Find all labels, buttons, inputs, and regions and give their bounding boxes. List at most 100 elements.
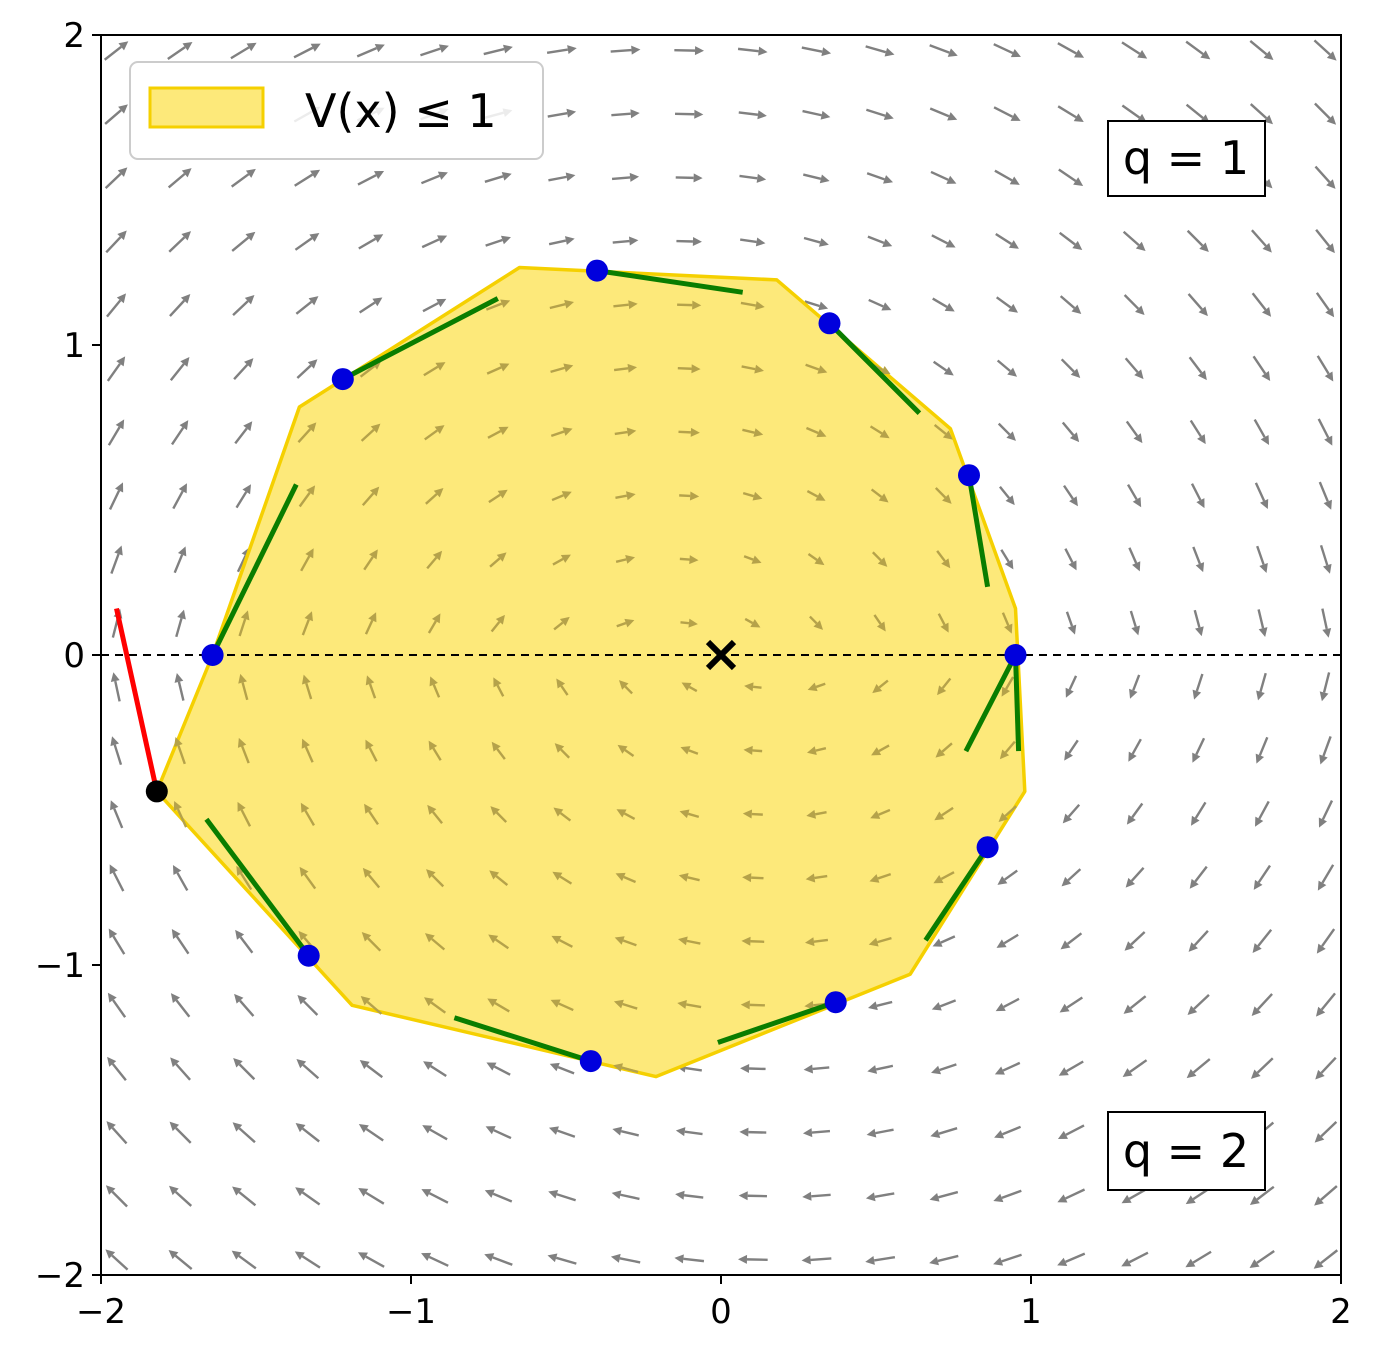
field-arrow: [1319, 672, 1331, 702]
field-arrow: [1126, 802, 1144, 825]
field-arrow-inside: [679, 555, 699, 565]
annotation-q1-text: q = 1: [1123, 131, 1249, 185]
field-arrow: [230, 168, 256, 188]
boundary-sample: [297, 944, 320, 967]
field-arrow: [995, 296, 1019, 313]
field-arrow-inside: [365, 675, 377, 699]
field-arrow: [997, 422, 1016, 441]
field-arrow: [1252, 355, 1271, 382]
field-arrow: [548, 1126, 576, 1138]
boundary-sample: [201, 644, 224, 666]
field-arrow: [1253, 418, 1270, 446]
field-arrow: [675, 173, 703, 183]
field-arrow-inside: [424, 425, 445, 441]
tangent-segment: [717, 999, 837, 1045]
tangent-segment: [204, 817, 311, 958]
field-arrow-inside: [486, 363, 510, 375]
field-arrow-inside: [806, 490, 826, 501]
field-arrow: [675, 1127, 703, 1137]
field-arrow: [1257, 609, 1268, 637]
field-arrow: [1185, 1250, 1212, 1268]
field-arrow-inside: [681, 682, 698, 693]
field-arrow: [357, 1252, 385, 1268]
field-arrow: [1063, 484, 1078, 507]
field-arrow: [233, 1057, 256, 1081]
field-arrow: [485, 235, 511, 247]
annotation-q2-box: [1107, 1111, 1266, 1191]
field-arrow: [549, 1062, 575, 1075]
field-arrow: [358, 297, 383, 314]
field-arrow-inside: [489, 870, 509, 887]
field-arrow: [169, 294, 191, 317]
field-arrow: [674, 1254, 705, 1264]
field-arrow: [995, 233, 1019, 249]
field-arrow: [739, 1127, 767, 1137]
field-arrow: [422, 1125, 448, 1141]
field-arrow-inside: [301, 674, 313, 700]
field-arrow: [546, 45, 577, 55]
field-arrow-inside: [365, 739, 378, 762]
field-arrow-inside: [485, 299, 511, 311]
field-arrow-inside: [937, 677, 952, 696]
field-arrow-inside: [615, 872, 637, 884]
field-arrow-inside: [552, 554, 571, 566]
field-arrow-inside: [807, 682, 826, 692]
field-arrow: [105, 1249, 129, 1271]
field-arrow: [866, 172, 894, 184]
x-tick-label: 1: [1020, 1292, 1042, 1332]
field-arrow: [932, 297, 955, 312]
field-arrow: [1314, 165, 1336, 189]
field-arrow: [1126, 484, 1142, 508]
field-arrow: [230, 42, 257, 60]
field-arrow: [422, 298, 447, 313]
field-arrow-inside: [934, 487, 952, 504]
equilibrium-marker: [705, 639, 737, 671]
field-arrow: [740, 237, 766, 247]
field-arrow: [357, 171, 385, 186]
field-arrow-inside: [550, 999, 574, 1012]
field-arrow-inside: [933, 423, 953, 440]
x-tick-label: 0: [710, 1292, 732, 1332]
y-tick-label: 2: [63, 16, 85, 56]
field-arrow: [295, 1187, 321, 1206]
field-arrow: [1121, 41, 1148, 59]
field-arrow: [1314, 1185, 1338, 1206]
field-arrow-inside: [360, 996, 383, 1015]
field-arrow: [1188, 356, 1207, 381]
field-arrow-inside: [740, 301, 765, 310]
field-arrow-inside: [933, 871, 955, 884]
field-arrow-inside: [361, 932, 382, 952]
field-arrow-inside: [871, 744, 890, 756]
field-arrow-inside: [618, 680, 633, 695]
field-arrow: [803, 1064, 830, 1074]
field-arrow: [421, 235, 448, 249]
field-arrow-inside: [677, 364, 701, 374]
field-arrow: [1057, 1252, 1086, 1266]
region-polygon: [155, 265, 1027, 1079]
field-arrow: [929, 44, 958, 57]
field-arrow: [1189, 865, 1208, 889]
field-arrow: [108, 482, 124, 510]
field-arrow: [484, 172, 512, 183]
field-arrow-inside: [742, 491, 763, 501]
field-arrow: [1060, 358, 1081, 378]
field-arrow: [1192, 546, 1205, 573]
field-arrow-inside: [999, 740, 1016, 760]
field-arrow: [420, 44, 449, 57]
field-arrow-inside: [613, 1063, 639, 1074]
field-arrow: [1316, 355, 1334, 382]
field-arrow-inside: [364, 803, 379, 826]
field-arrow-inside: [614, 427, 637, 437]
field-arrow-inside: [173, 800, 188, 828]
field-arrow: [1315, 1056, 1337, 1080]
field-arrow: [1064, 739, 1079, 761]
field-arrow: [173, 546, 187, 574]
boundary-sample: [818, 312, 841, 335]
field-arrow: [1128, 547, 1141, 572]
field-arrow: [740, 1064, 766, 1073]
field-arrow-inside: [678, 427, 700, 437]
equilibrium-x: [705, 639, 737, 671]
field-arrow: [1122, 230, 1146, 252]
field-arrow: [169, 1121, 192, 1144]
